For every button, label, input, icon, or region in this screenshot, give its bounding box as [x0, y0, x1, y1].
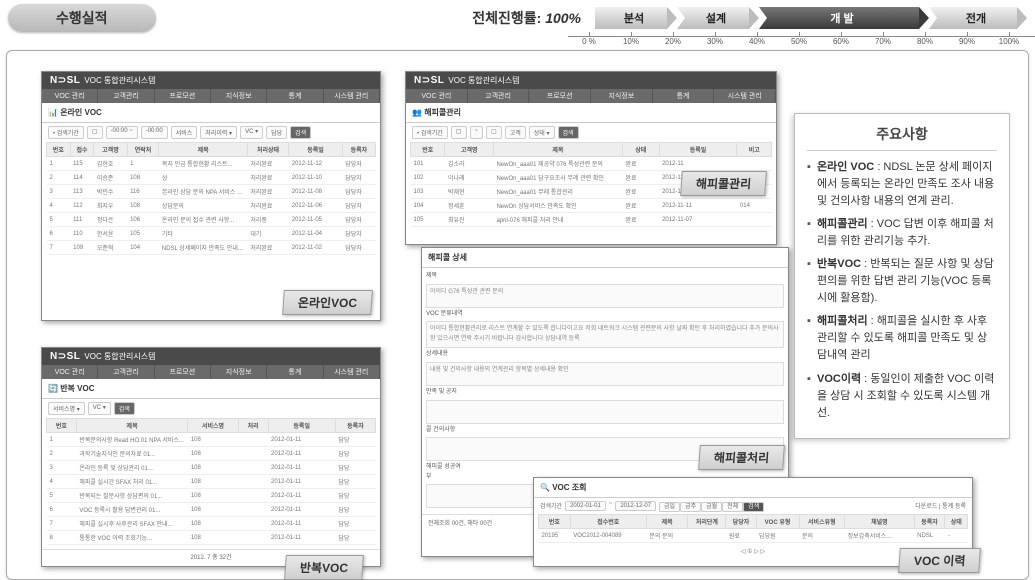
table-row[interactable]: 3113박민수116본라인 상담 문의 NPA 서비스 관련...처리완료201… — [47, 185, 376, 199]
menu-item[interactable]: 고객관리 — [98, 89, 154, 103]
phase-arrows: 분석 설계 개 발 전개 — [595, 7, 1027, 29]
menu-item[interactable]: 시스템 관리 — [714, 89, 776, 103]
menu-item[interactable]: 프로모션 — [155, 89, 211, 103]
table-row[interactable]: 6VOC 등록시 활용 답변관리 01...1082012-01-11담당 — [47, 503, 376, 517]
menu-item[interactable]: 지식정보 — [591, 89, 653, 103]
menu-item[interactable]: 지식정보 — [211, 365, 267, 379]
table-row[interactable]: 3온라인 등록 및 상담관리 01...1082012-01-11담당 — [47, 461, 376, 475]
tag-online-voc: 온라인VOC — [282, 290, 373, 315]
screenshot-online-voc: N⊃SLVOC 통합관리시스템 VOC 관리고객관리프로모션지식정보통계시스템 … — [41, 71, 381, 321]
menu-item[interactable]: 고객관리 — [468, 89, 530, 103]
table-row[interactable]: 5반복되는 질문사항 상담편의 01...1082012-01-11담당 — [47, 489, 376, 503]
table-row[interactable]: 2과학기술지식인 문의자료 01...1082012-01-11담당 — [47, 447, 376, 461]
menu-item[interactable]: 고객관리 — [98, 365, 154, 379]
screenshot-repeat-voc: N⊃SLVOC 통합관리시스템 VOC 관리고객관리프로모션지식정보통계시스템 … — [41, 347, 381, 567]
page-title: 수행실적 — [8, 4, 156, 32]
menu-item[interactable]: 통계 — [267, 365, 323, 379]
table-row[interactable]: 1반복문의사항 Read HO.01 NPA 서비스...1082012-01-… — [47, 433, 376, 447]
progress-ticks: 0 %10%20%30%40%50%60%70%80%90%100% — [568, 36, 1035, 46]
filter-button[interactable]: 전체 — [722, 502, 743, 512]
keypoint-item: 반복VOC : 반복되는 질문 사항 및 상담편의를 위한 답변 관리 기능(V… — [807, 256, 997, 307]
keypoint-item: 해피콜처리 : 해피콜을 실시한 후 사후 관리할 수 있도록 해피콜 만족도 … — [807, 313, 997, 364]
tag-happycall-mgmt: 해피콜관리 — [680, 171, 767, 196]
page-header: 수행실적 전체진행률: 100% 분석 설계 개 발 전개 — [0, 0, 1035, 36]
menu-item[interactable]: 통계 — [653, 89, 715, 103]
sidebar-title: 주요사항 — [807, 124, 997, 151]
date-from[interactable]: 2002-01-01 — [565, 501, 606, 511]
menu-item[interactable]: 지식정보 — [211, 89, 267, 103]
phase-analysis: 분석 — [595, 7, 667, 29]
date-to[interactable]: 2012-12-07 — [615, 501, 656, 511]
menu-item[interactable]: 프로모션 — [529, 89, 591, 103]
menu-item[interactable]: 프로모션 — [155, 365, 211, 379]
filter-button[interactable]: 검색 — [743, 502, 764, 512]
overall-progress: 전체진행률: 100% — [472, 8, 581, 28]
table-row[interactable]: 20195VOC2012-004089문의 문의원료담당원문의정보감축서비스..… — [539, 529, 968, 543]
tag-voc-history: VOC 이력 — [898, 548, 981, 573]
table-row[interactable]: 104정세훈NewOn 상담서비스 만족도 확인완료2012-11-11014 — [411, 199, 772, 213]
keypoint-item: 온라인 VOC : NDSL 논문 상세 페이지에서 등록되는 온라인 만족도 … — [807, 159, 997, 210]
filter-button[interactable]: 금주 — [680, 502, 701, 512]
phase-dev: 개 발 — [759, 7, 919, 29]
screenshot-happycall-mgmt: N⊃SLVOC 통합관리시스템 VOC 관리고객관리프로모션지식정보통계시스템 … — [405, 71, 777, 245]
table-row[interactable]: 4해피콜 실시간 SFAX 처리 01...1082012-01-11담당 — [47, 475, 376, 489]
tag-repeat-voc: 반복VOC — [284, 555, 364, 580]
keypoint-item: 해피콜관리 : VOC 답변 이후 해피콜 처리를 위한 관리기능 추가. — [807, 216, 997, 250]
menu-item[interactable]: 시스템 관리 — [324, 365, 380, 379]
menu-item[interactable]: VOC 관리 — [42, 365, 98, 379]
table-row[interactable]: 101김소라NewOn_aaa01 제공약 076 특성관련 문의완료2012-… — [411, 157, 772, 171]
content-canvas: N⊃SLVOC 통합관리시스템 VOC 관리고객관리프로모션지식정보통계시스템 … — [6, 50, 1029, 580]
keypoint-item: VOC이력 : 동일인이 제출한 VOC 이력을 상담 시 조회할 수 있도록 … — [807, 371, 997, 422]
table-row[interactable]: 7109오준혁104NDSL 상세페이지 만족도 안내...처리완료2012-1… — [47, 241, 376, 255]
table-row[interactable]: 5111정다은106온라인 문의 접수 관련 사항...처리중2012-11-0… — [47, 213, 376, 227]
phase-deploy: 전개 — [929, 7, 1017, 29]
menu-item[interactable]: 통계 — [267, 89, 323, 103]
tag-happycall-process: 해피콜처리 — [698, 445, 785, 470]
table-row[interactable]: 6110한서윤105기타대기2012-11-04담당자 — [47, 227, 376, 241]
menu-item[interactable]: VOC 관리 — [42, 89, 98, 103]
filter-button[interactable]: 금일 — [659, 502, 680, 512]
table-row[interactable]: 8통통한 VOC 이력 조회기능...1082012-01-11담당 — [47, 531, 376, 545]
table-row[interactable]: 7해피콜 실시후 사후관리 SFAX 안내...1082012-01-11담당 — [47, 517, 376, 531]
table-row[interactable]: 1115김현호1복지 민금 통합현황 리스트...처리완료2012-11-12담… — [47, 157, 376, 171]
table-row[interactable]: 2114이승준108상처리완료2012-11-10담당자 — [47, 171, 376, 185]
menu-item[interactable]: VOC 관리 — [406, 89, 468, 103]
key-points-panel: 주요사항 온라인 VOC : NDSL 논문 상세 페이지에서 등록되는 온라인… — [794, 113, 1010, 439]
menu-item[interactable]: 시스템 관리 — [324, 89, 380, 103]
table-row[interactable]: 105최유진april-076 해피콜 처리 안내완료2012-11-07 — [411, 213, 772, 227]
table-row[interactable]: 4112최지우108상담문의처리완료2012-11-06담당자 — [47, 199, 376, 213]
filter-button[interactable]: 금월 — [701, 502, 722, 512]
phase-design: 설계 — [677, 7, 749, 29]
